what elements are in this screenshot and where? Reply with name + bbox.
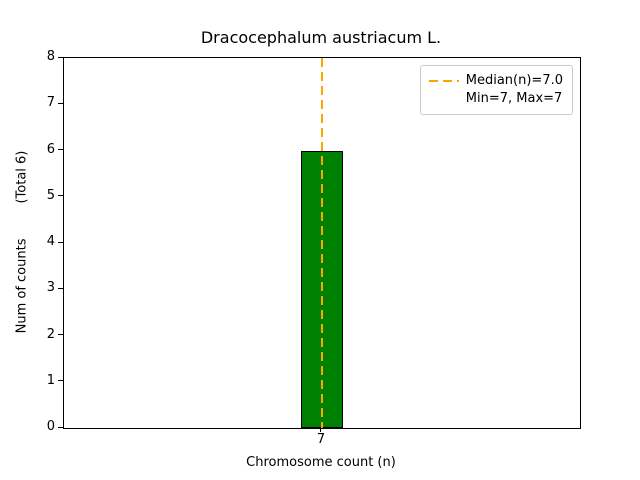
y-tick-mark	[58, 380, 63, 382]
x-tick-mark	[320, 428, 321, 432]
legend-entry-median: Median(n)=7.0	[428, 72, 563, 90]
y-tick-mark	[58, 426, 63, 428]
y-tick-label: 6	[46, 141, 55, 157]
y-tick-mark	[58, 149, 63, 150]
chart-title: Dracocephalum austriacum L.	[200, 28, 442, 47]
legend-label-median: Median(n)=7.0	[465, 73, 563, 88]
legend-spacer	[429, 98, 459, 100]
y-tick-mark	[58, 334, 63, 335]
y-tick-label: 7	[46, 95, 55, 111]
y-tick-label: 4	[46, 234, 55, 249]
x-axis-label: Chromosome count (n)	[246, 455, 396, 470]
y-axis-label-text: Num of counts	[14, 238, 30, 334]
y-tick-label: 0	[46, 419, 55, 434]
y-tick-mark	[58, 102, 63, 104]
y-axis-total-annotation: (Total 6)	[14, 150, 30, 204]
y-tick-mark	[58, 287, 63, 289]
legend-entry-minmax: Min=7, Max=7	[429, 90, 563, 108]
plot-area: Median(n)=7.0 Min=7, Max=7	[63, 57, 581, 429]
y-tick-mark	[58, 241, 63, 243]
x-tick-label: 7	[316, 432, 326, 447]
y-tick-mark	[58, 56, 63, 58]
median-dashed-line-icon	[428, 80, 459, 82]
y-tick-label: 3	[46, 280, 55, 296]
y-tick-label: 5	[46, 187, 55, 203]
y-tick-label: 1	[46, 372, 55, 388]
legend-label-minmax: Min=7, Max=7	[465, 91, 563, 106]
y-axis-label: Num of counts (Total 6)	[15, 151, 30, 334]
median-line	[321, 58, 323, 428]
y-tick-label: 8	[46, 49, 55, 64]
y-tick-label: 2	[46, 326, 55, 342]
y-tick-mark	[58, 195, 63, 197]
legend: Median(n)=7.0 Min=7, Max=7	[419, 65, 573, 115]
